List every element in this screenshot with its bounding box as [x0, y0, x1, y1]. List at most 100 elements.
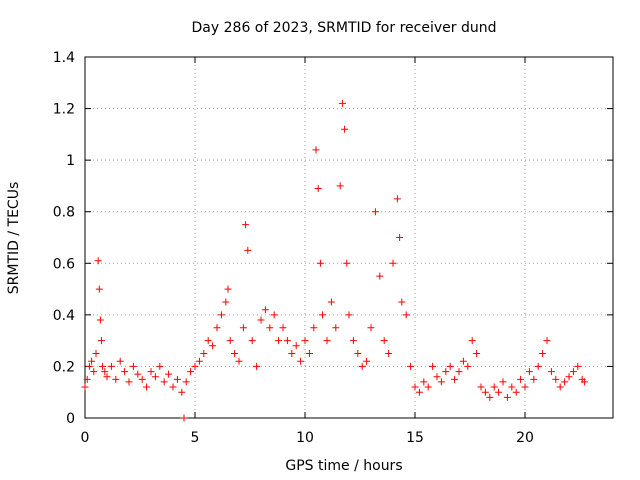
data-point	[338, 99, 346, 107]
data-point	[96, 316, 104, 324]
data-point	[508, 383, 516, 391]
data-point	[88, 357, 96, 365]
data-point	[534, 362, 542, 370]
data-point	[270, 311, 278, 319]
data-point	[429, 362, 437, 370]
data-point	[92, 350, 100, 358]
data-point	[512, 388, 520, 396]
data-point	[420, 378, 428, 386]
y-tick-label: 0.4	[53, 308, 75, 324]
data-point	[336, 182, 344, 190]
data-point	[367, 324, 375, 332]
data-point	[312, 146, 320, 154]
data-point	[156, 362, 164, 370]
data-point	[314, 185, 322, 193]
x-tick-label: 0	[81, 430, 90, 446]
data-point	[398, 298, 406, 306]
data-point	[547, 368, 555, 376]
data-point	[481, 388, 489, 396]
data-point	[316, 259, 324, 267]
data-point	[556, 383, 564, 391]
data-point	[217, 311, 225, 319]
data-point	[433, 373, 441, 381]
data-point	[99, 362, 107, 370]
data-point	[486, 393, 494, 401]
data-point	[464, 362, 472, 370]
data-point	[292, 342, 300, 350]
y-axis-label: SRMTID / TECUs	[6, 182, 22, 295]
data-point	[446, 362, 454, 370]
data-point	[343, 259, 351, 267]
data-point	[345, 311, 353, 319]
data-point	[195, 357, 203, 365]
data-point	[415, 388, 423, 396]
data-point	[83, 375, 91, 383]
data-point	[319, 311, 327, 319]
data-point	[327, 298, 335, 306]
x-tick-label: 5	[191, 430, 200, 446]
data-point	[389, 259, 397, 267]
data-point	[222, 298, 230, 306]
data-point	[437, 378, 445, 386]
data-point	[305, 350, 313, 358]
data-point	[310, 324, 318, 332]
data-point	[103, 373, 111, 381]
data-point	[275, 337, 283, 345]
tick-labels: 0 0.2 0.4 0.6 0.8 1 1.2 1.4 0 5 10 15 20	[53, 50, 534, 446]
grid-lines	[85, 57, 613, 418]
data-point	[95, 285, 103, 293]
data-point	[358, 362, 366, 370]
data-point	[552, 375, 560, 383]
data-point	[580, 378, 588, 386]
data-point	[525, 368, 533, 376]
axis-ticks	[84, 56, 613, 419]
data-point	[283, 337, 291, 345]
data-point	[543, 337, 551, 345]
data-point	[253, 362, 261, 370]
data-point	[134, 370, 142, 378]
y-tick-label: 0.6	[53, 256, 75, 272]
data-point	[209, 342, 217, 350]
data-point	[565, 373, 573, 381]
data-point	[530, 375, 538, 383]
data-point	[341, 125, 349, 133]
data-point	[107, 362, 115, 370]
y-tick-label: 1.2	[53, 102, 75, 118]
data-point	[376, 272, 384, 280]
data-point	[396, 234, 404, 241]
data-point	[455, 368, 463, 376]
x-tick-label: 20	[516, 430, 534, 446]
data-point	[323, 337, 331, 345]
x-tick-label: 15	[406, 430, 424, 446]
data-point	[301, 337, 309, 345]
data-point	[248, 337, 256, 345]
plot-frame	[84, 56, 614, 419]
data-point	[187, 368, 195, 376]
data-point	[393, 195, 401, 203]
data-point	[151, 373, 159, 381]
data-point	[279, 324, 287, 332]
data-point	[411, 383, 419, 391]
data-point	[226, 337, 234, 345]
data-point	[125, 378, 133, 386]
data-point	[138, 375, 146, 383]
y-tick-label: 0.2	[53, 359, 75, 375]
data-point	[380, 337, 388, 345]
y-tick-label: 1.4	[53, 50, 75, 66]
data-point	[363, 357, 371, 365]
data-point	[468, 337, 476, 345]
data-point	[182, 378, 190, 386]
data-point	[169, 383, 177, 391]
data-point	[94, 257, 102, 265]
data-point	[354, 350, 362, 358]
data-point	[116, 357, 124, 365]
data-point	[224, 285, 232, 293]
data-point	[147, 368, 155, 376]
chart-title: Day 286 of 2023, SRMTID for receiver dun…	[192, 20, 497, 36]
y-tick-label: 0	[66, 411, 75, 427]
data-point	[332, 324, 340, 332]
data-point	[261, 306, 269, 314]
data-point	[574, 362, 582, 370]
data-point	[90, 368, 98, 376]
